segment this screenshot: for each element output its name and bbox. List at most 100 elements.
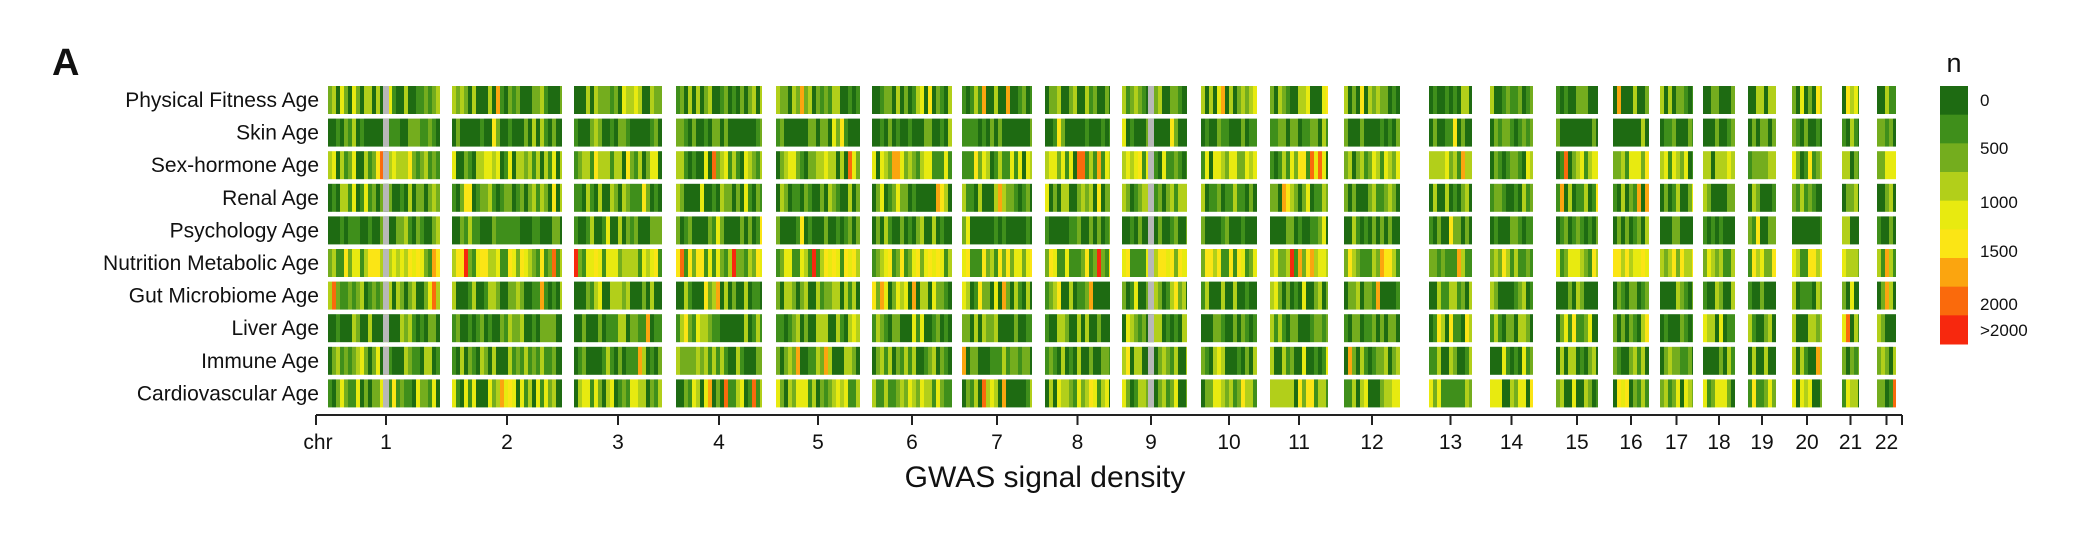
heatmap-cell xyxy=(1130,183,1134,212)
heatmap-cell xyxy=(472,151,476,180)
heatmap-cell xyxy=(1166,183,1170,212)
heatmap-cell xyxy=(1392,249,1396,277)
heatmap-cell xyxy=(1768,249,1772,277)
heatmap-cell xyxy=(456,379,460,408)
heatmap-cell xyxy=(1465,86,1469,114)
heatmap-cell xyxy=(1441,379,1445,408)
heatmap-cell xyxy=(512,379,516,408)
heatmap-cell xyxy=(1453,249,1457,277)
heatmap-cell xyxy=(804,346,808,375)
heatmap-cell xyxy=(1065,216,1069,245)
heatmap-cell xyxy=(496,151,500,180)
heatmap-cell xyxy=(508,281,512,310)
heatmap-cell xyxy=(1564,151,1568,180)
heatmap-cell xyxy=(356,281,360,310)
heatmap-cell xyxy=(496,249,500,277)
heatmap-cell xyxy=(650,379,654,408)
heatmap-cell xyxy=(630,118,634,147)
heatmap-cell xyxy=(1213,118,1217,147)
heatmap-cell xyxy=(1384,281,1388,310)
heatmap-cell xyxy=(1660,216,1664,245)
heatmap-cell xyxy=(464,249,468,277)
heatmap-cell xyxy=(1326,216,1328,245)
heatmap-cell xyxy=(634,118,638,147)
heatmap-cell xyxy=(536,118,540,147)
heatmap-cell xyxy=(1388,314,1392,343)
heatmap-cell xyxy=(990,151,994,180)
heatmap-cell xyxy=(1881,379,1885,408)
heatmap-cell xyxy=(1069,86,1073,114)
heatmap-cell xyxy=(1302,346,1306,375)
heatmap-cell xyxy=(1241,379,1245,408)
heatmap-cell xyxy=(352,281,356,310)
heatmap-cell xyxy=(966,151,970,180)
heatmap-cell xyxy=(812,216,816,245)
legend-swatch xyxy=(1940,143,1968,173)
heatmap-cell xyxy=(760,151,762,180)
heatmap-cell xyxy=(780,249,784,277)
heatmap-cell xyxy=(1101,314,1105,343)
heatmap-cell xyxy=(1465,151,1469,180)
heatmap-cell xyxy=(1846,281,1850,310)
legend-swatch xyxy=(1940,200,1968,230)
heatmap-cell xyxy=(1768,118,1772,147)
heatmap-cell xyxy=(998,249,1002,277)
heatmap-cell xyxy=(1302,281,1306,310)
heatmap-cell xyxy=(1592,216,1596,245)
heatmap-cell xyxy=(904,118,908,147)
heatmap-cell xyxy=(1314,118,1318,147)
heatmap-cell xyxy=(1081,151,1085,180)
heatmap-cell xyxy=(1660,86,1664,114)
heatmap-cell xyxy=(1237,379,1241,408)
heatmap-cell xyxy=(1672,379,1676,408)
heatmap-cell xyxy=(360,314,364,343)
heatmap-cell xyxy=(1249,151,1253,180)
heatmap-cell xyxy=(836,379,840,408)
heatmap-cell xyxy=(728,314,732,343)
heatmap-cell xyxy=(928,118,932,147)
heatmap-cell xyxy=(460,249,464,277)
heatmap-cell xyxy=(344,281,348,310)
heatmap-cell xyxy=(948,151,952,180)
heatmap-cell xyxy=(1596,216,1598,245)
heatmap-cell xyxy=(1274,151,1278,180)
heatmap-cell xyxy=(876,379,880,408)
heatmap-cell xyxy=(1816,118,1820,147)
heatmap-cell xyxy=(1093,183,1097,212)
heatmap-cell xyxy=(1229,86,1233,114)
heatmap-row xyxy=(328,151,1896,180)
heatmap-cell xyxy=(328,314,332,343)
heatmap-cell xyxy=(1237,118,1241,147)
heatmap-cell xyxy=(1368,379,1372,408)
heatmap-cell xyxy=(1680,249,1684,277)
heatmap-cell xyxy=(1372,151,1376,180)
heatmap-cell xyxy=(1752,249,1756,277)
heatmap-cell xyxy=(804,281,808,310)
heatmap-cell xyxy=(472,379,476,408)
heatmap-cell xyxy=(800,281,804,310)
heatmap-cell xyxy=(1688,379,1692,408)
heatmap-cell xyxy=(970,314,974,343)
heatmap-cell xyxy=(484,183,488,212)
heatmap-cell xyxy=(1085,183,1089,212)
heatmap-cell xyxy=(1854,151,1858,180)
heatmap-cell xyxy=(1154,281,1158,310)
heatmap-cell xyxy=(560,346,562,375)
heatmap-cell xyxy=(978,118,982,147)
heatmap-cell xyxy=(1380,346,1384,375)
heatmap-cell xyxy=(404,216,408,245)
heatmap-cell xyxy=(888,151,892,180)
heatmap-cell xyxy=(578,151,582,180)
heatmap-cell xyxy=(388,86,392,114)
heatmap-cell xyxy=(1170,86,1174,114)
heatmap-cell xyxy=(400,183,404,212)
heatmap-cell xyxy=(896,216,900,245)
heatmap-cell xyxy=(1752,118,1756,147)
legend-swatch xyxy=(1940,286,1968,316)
heatmap-cell xyxy=(1290,346,1294,375)
heatmap-cell xyxy=(1166,151,1170,180)
heatmap-cell xyxy=(676,314,680,343)
heatmap-cell xyxy=(344,249,348,277)
heatmap-cell xyxy=(848,183,852,212)
heatmap-cell xyxy=(936,118,940,147)
